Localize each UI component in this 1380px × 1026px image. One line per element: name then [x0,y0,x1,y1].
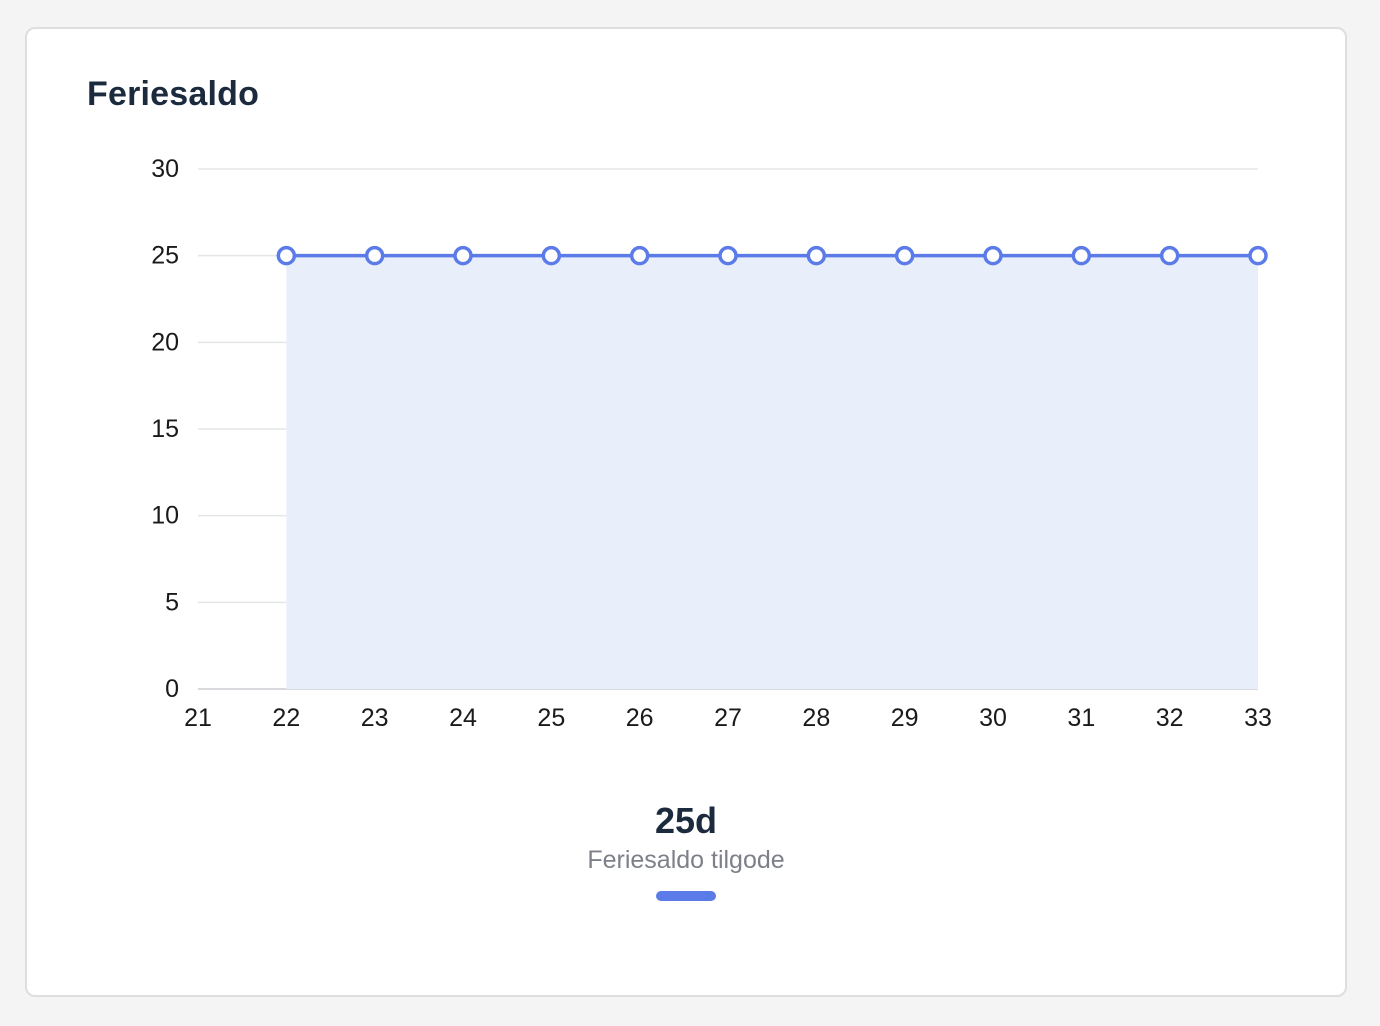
data-point-week-33[interactable] [1248,245,1268,266]
x-tick-label: 22 [272,704,300,732]
x-tick-label: 30 [979,704,1007,732]
x-tick-label: 27 [714,704,742,732]
point-layer [276,245,1268,266]
legend-swatch [656,891,716,901]
data-point-week-30[interactable] [983,245,1003,266]
x-tick-label: 24 [449,704,477,732]
data-point-week-25[interactable] [541,245,562,266]
y-tick-label: 15 [151,415,179,443]
data-point-week-26[interactable] [629,245,650,266]
summary-value: 25d [654,800,718,841]
x-tick-label: 23 [361,704,389,732]
feriesaldo-chart: 0 5 10 15 20 25 30 21 22 23 24 25 26 27 28 29 30 31 32 33 [151,155,1272,732]
x-axis-ticks: 21 22 23 24 25 26 27 28 29 30 31 32 33 [184,704,1272,732]
y-tick-label: 25 [151,242,179,270]
y-tick-label: 30 [151,155,179,183]
y-tick-label: 20 [151,328,179,356]
data-point-week-24[interactable] [453,245,473,266]
x-tick-label: 29 [891,704,919,732]
data-point-week-28[interactable] [806,245,827,266]
x-tick-label: 33 [1244,704,1272,732]
data-point-week-27[interactable] [718,245,738,266]
x-tick-label: 28 [802,704,830,732]
data-point-week-31[interactable] [1071,245,1092,266]
data-point-week-23[interactable] [364,245,385,266]
x-tick-label: 31 [1067,704,1095,732]
card-title: Feriesaldo [87,75,260,113]
x-tick-label: 32 [1156,704,1184,732]
x-tick-label: 21 [184,704,212,732]
y-tick-label: 10 [151,502,179,530]
data-point-week-32[interactable] [1159,245,1180,266]
x-tick-label: 26 [626,704,654,732]
area-layer [286,255,1258,689]
summary-label: Feriesaldo tilgode [587,846,785,874]
series-area [286,255,1258,689]
feriesaldo-card: Feriesaldo 0 5 10 15 20 25 30 21 22 23 24 25 26 27 28… [25,27,1347,997]
y-tick-label: 5 [165,588,179,616]
x-tick-label: 25 [537,704,565,732]
summary: 25d Feriesaldo tilgode [27,799,1345,901]
y-axis-ticks: 0 5 10 15 20 25 30 [151,155,179,703]
data-point-week-29[interactable] [894,245,915,266]
y-tick-label: 0 [165,675,179,703]
data-point-week-22[interactable] [276,245,297,266]
